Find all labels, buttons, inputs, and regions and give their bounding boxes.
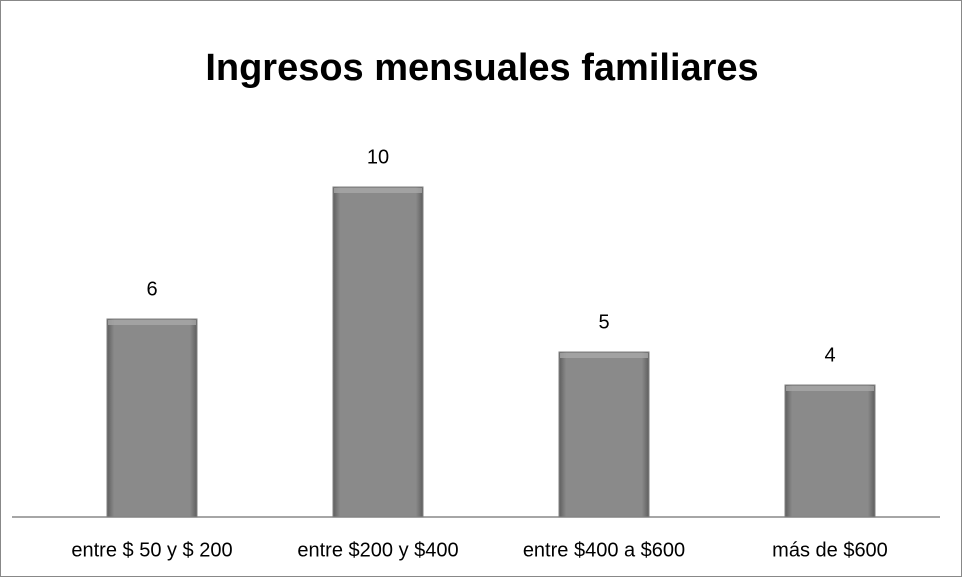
x-tick-label: entre $ 50 y $ 200 [71,539,232,561]
bar [332,186,424,518]
bar-top-bevel [334,188,422,193]
data-label: 6 [146,278,157,300]
chart-title: Ingresos mensuales familiares [205,47,758,89]
x-tick-label: más de $600 [772,539,888,561]
bar [106,318,198,518]
data-label: 10 [367,146,389,168]
data-label: 5 [598,311,609,333]
x-tick-label: entre $400 a $600 [523,539,685,561]
bar-top-bevel [560,353,648,358]
bar-top-bevel [108,320,196,325]
data-label: 4 [824,344,835,366]
bar-top-bevel [786,386,874,391]
bar [558,351,650,518]
bar [784,384,876,518]
x-tick-label: entre $200 y $400 [297,539,458,561]
